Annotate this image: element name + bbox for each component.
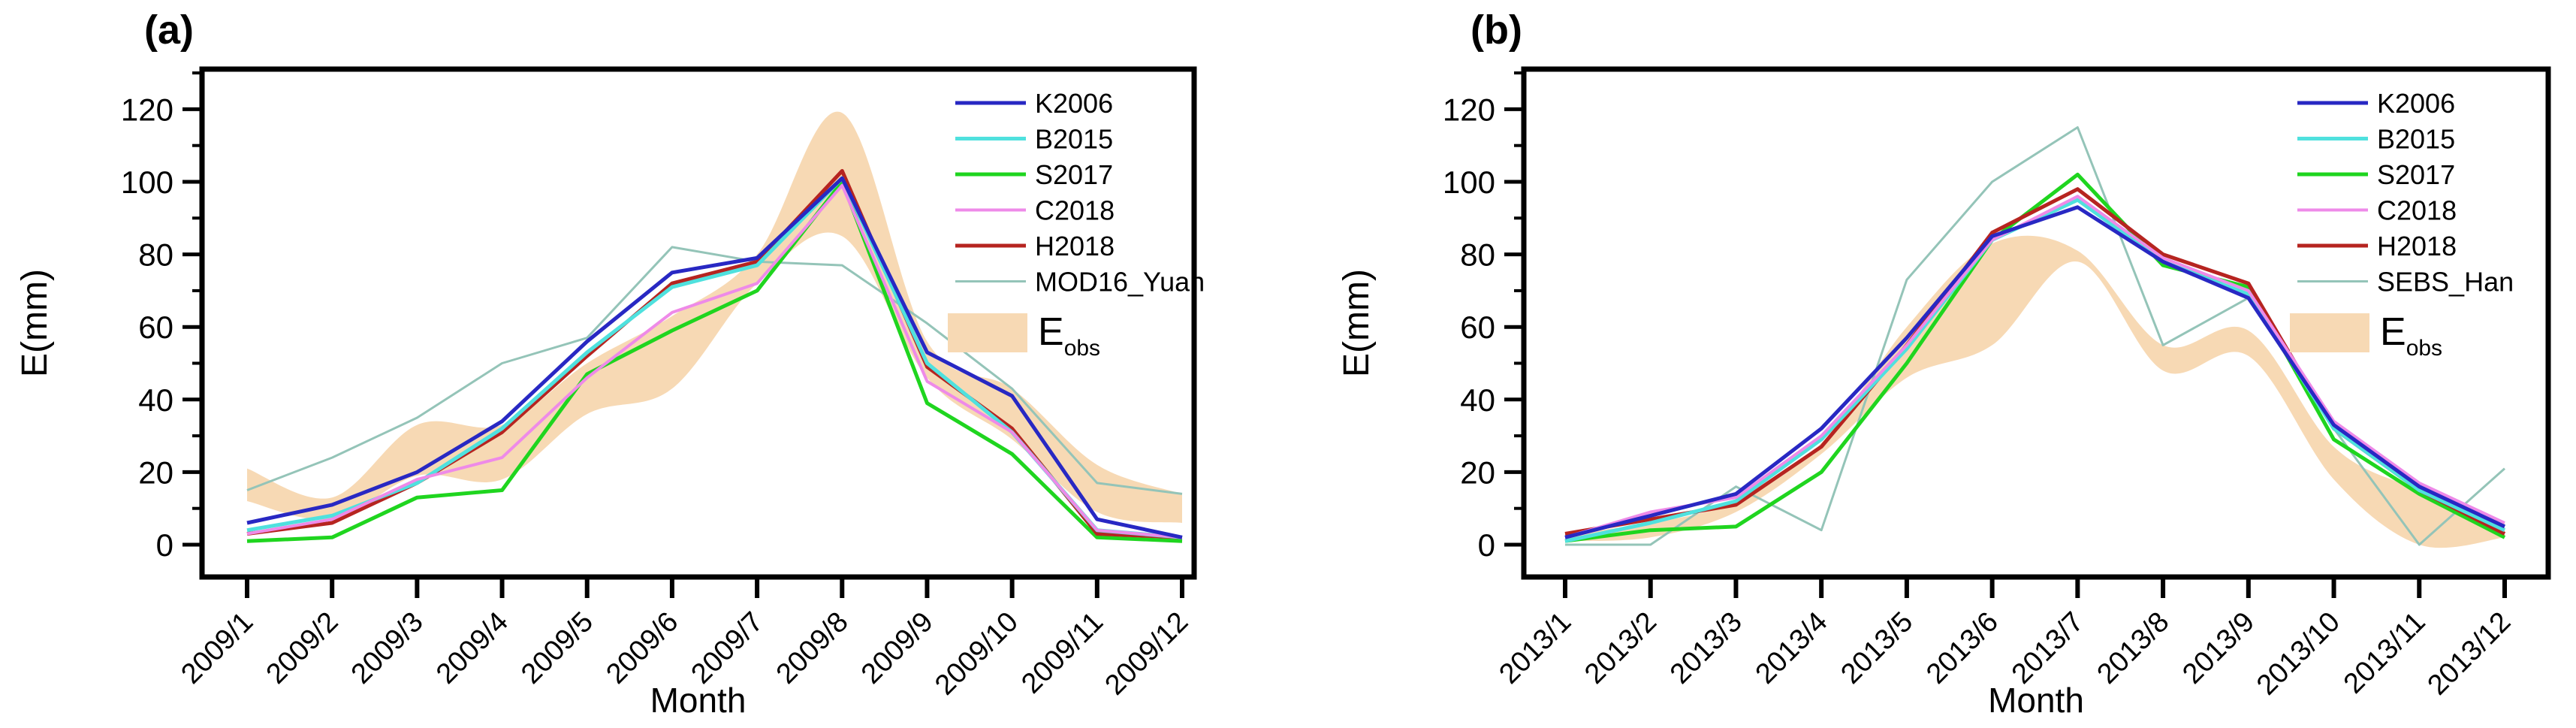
y-tick-label-a: 40 xyxy=(138,382,173,418)
legend-label-H2018-b: H2018 xyxy=(2377,231,2457,261)
series-line-S2017-a xyxy=(246,180,1183,543)
y-tick-label-a: 20 xyxy=(138,455,173,490)
y-tick-label-a: 100 xyxy=(121,165,173,200)
legend-label-K2006-a: K2006 xyxy=(1035,88,1113,119)
y-tick-label-b: 20 xyxy=(1460,455,1495,490)
panel-letter-b: (b) xyxy=(1470,8,1522,53)
panel-letter-a: (a) xyxy=(144,8,194,53)
series-line-C2018-b xyxy=(1564,195,2505,539)
x-axis-title-b: Month xyxy=(1988,681,2084,720)
legend-label-H2018-a: H2018 xyxy=(1035,231,1115,261)
y-tick-label-b: 60 xyxy=(1460,310,1495,345)
legend-label-C2018-b: C2018 xyxy=(2377,195,2457,226)
legend-label-eobs-a: Eobs xyxy=(1038,310,1100,361)
y-tick-label-b: 0 xyxy=(1478,527,1495,563)
y-tick-label-b: 40 xyxy=(1460,382,1495,418)
series-line-K2006-b xyxy=(1564,205,2506,539)
y-tick-label-b: 80 xyxy=(1460,237,1495,273)
y-tick-label-a: 120 xyxy=(121,92,173,127)
y-tick-label-a: 60 xyxy=(138,310,173,345)
series-line-MOD16_Yuan-a xyxy=(246,246,1183,495)
legend-label-C2018-a: C2018 xyxy=(1035,195,1115,226)
y-tick-label-b: 120 xyxy=(1443,92,1495,127)
series-line-C2018-a xyxy=(246,183,1183,539)
y-tick-label-a: 80 xyxy=(138,237,173,273)
legend-label-B2015-b: B2015 xyxy=(2377,124,2455,155)
legend-label-S2017-b: S2017 xyxy=(2377,159,2455,190)
y-tick-label-a: 0 xyxy=(156,527,173,563)
plot-frame-a xyxy=(199,66,1197,580)
legend-swatch-eobs-b xyxy=(2290,313,2369,352)
legend-label-SEBS_Han-b: SEBS_Han xyxy=(2377,267,2514,298)
legend-label-B2015-a: B2015 xyxy=(1035,124,1113,155)
y-axis-title-a: E(mm) xyxy=(15,269,55,377)
eobs-band-b xyxy=(1565,235,2505,548)
y-axis-title-b: E(mm) xyxy=(1337,269,1377,377)
legend-label-K2006-b: K2006 xyxy=(2377,88,2455,119)
series-line-K2006-a xyxy=(246,176,1183,539)
eobs-band-a xyxy=(247,111,1182,524)
legend-label-MOD16_Yuan-a: MOD16_Yuan xyxy=(1035,267,1205,298)
legend-label-S2017-a: S2017 xyxy=(1035,159,1113,190)
series-line-S2017-b xyxy=(1564,172,2506,543)
x-axis-title-a: Month xyxy=(650,681,747,720)
legend-label-eobs-b: Eobs xyxy=(2380,310,2442,361)
legend-swatch-eobs-a xyxy=(948,313,1027,352)
plot-frame-b xyxy=(1521,66,2551,580)
y-tick-label-b: 100 xyxy=(1443,165,1495,200)
